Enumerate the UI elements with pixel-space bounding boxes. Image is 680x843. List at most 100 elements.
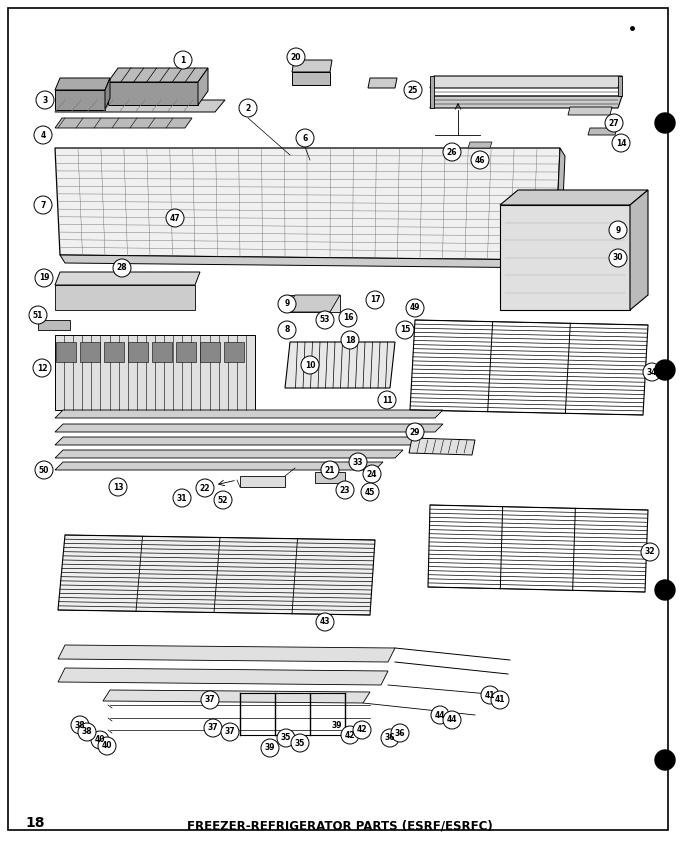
Text: 19: 19 [39,273,49,282]
Polygon shape [55,285,195,310]
Polygon shape [468,142,492,148]
Polygon shape [285,342,395,388]
Text: 18: 18 [345,336,356,345]
Circle shape [363,465,381,483]
Text: 14: 14 [616,138,626,148]
Circle shape [361,483,379,501]
Circle shape [261,739,279,757]
Text: 35: 35 [295,738,305,748]
Polygon shape [80,342,100,362]
Polygon shape [128,342,148,362]
Polygon shape [55,450,403,458]
Text: 27: 27 [609,119,619,127]
Text: 33: 33 [353,458,363,466]
Circle shape [36,91,54,109]
Text: 41: 41 [495,695,505,705]
Circle shape [366,291,384,309]
Circle shape [471,151,489,169]
Polygon shape [224,342,244,362]
Polygon shape [55,100,225,112]
Text: 32: 32 [645,547,656,556]
Circle shape [204,719,222,737]
Polygon shape [55,437,423,445]
Polygon shape [568,107,612,115]
Polygon shape [240,476,285,487]
Circle shape [239,99,257,117]
Polygon shape [430,76,622,88]
Polygon shape [55,90,105,110]
Text: 31: 31 [177,493,187,502]
Circle shape [321,461,339,479]
Polygon shape [500,205,630,310]
Text: 20: 20 [291,52,301,62]
Circle shape [316,613,334,631]
Circle shape [166,209,184,227]
Text: 2: 2 [245,104,251,112]
Polygon shape [409,438,475,455]
Circle shape [113,259,131,277]
Text: 47: 47 [170,213,180,223]
Polygon shape [55,410,443,418]
Circle shape [339,309,357,327]
Circle shape [221,723,239,741]
Circle shape [353,721,371,739]
Text: 53: 53 [320,315,330,325]
Text: 11: 11 [381,395,392,405]
Polygon shape [58,535,375,615]
Polygon shape [315,472,345,483]
Polygon shape [60,255,560,268]
Text: 38: 38 [82,728,92,737]
Circle shape [35,269,53,287]
Polygon shape [38,320,70,330]
Text: 44: 44 [435,711,445,719]
Circle shape [174,51,192,69]
Polygon shape [555,148,565,268]
Text: 24: 24 [367,470,377,479]
Circle shape [173,489,191,507]
Polygon shape [55,335,255,410]
Text: 23: 23 [340,486,350,495]
Text: 25: 25 [408,85,418,94]
Text: 41: 41 [485,690,495,700]
Polygon shape [285,295,340,312]
Circle shape [71,716,89,734]
Circle shape [35,461,53,479]
Text: 16: 16 [343,314,353,323]
Circle shape [98,737,116,755]
Text: 28: 28 [117,264,127,272]
Text: 9: 9 [284,299,290,309]
Circle shape [396,321,414,339]
Polygon shape [500,190,648,205]
Circle shape [341,331,359,349]
Text: 52: 52 [218,496,228,504]
Circle shape [91,731,109,749]
Circle shape [655,580,675,600]
Text: 42: 42 [357,726,367,734]
Text: 12: 12 [37,363,47,373]
Text: 37: 37 [207,723,218,733]
Text: 18: 18 [25,816,44,830]
Circle shape [605,114,623,132]
Circle shape [278,321,296,339]
Text: 15: 15 [400,325,410,335]
Circle shape [301,356,319,374]
Polygon shape [55,148,560,260]
Text: 42: 42 [345,731,355,739]
Text: 17: 17 [370,296,380,304]
Text: 51: 51 [33,310,44,319]
Circle shape [612,134,630,152]
Polygon shape [55,78,110,90]
Circle shape [641,543,659,561]
Polygon shape [152,342,172,362]
Polygon shape [55,462,383,470]
Polygon shape [55,118,192,128]
Circle shape [443,711,461,729]
Polygon shape [55,272,200,285]
Circle shape [406,423,424,441]
Polygon shape [430,76,434,108]
Circle shape [201,691,219,709]
Text: 45: 45 [364,487,375,497]
Text: 44: 44 [447,716,457,724]
Text: 10: 10 [305,361,316,369]
Circle shape [341,726,359,744]
